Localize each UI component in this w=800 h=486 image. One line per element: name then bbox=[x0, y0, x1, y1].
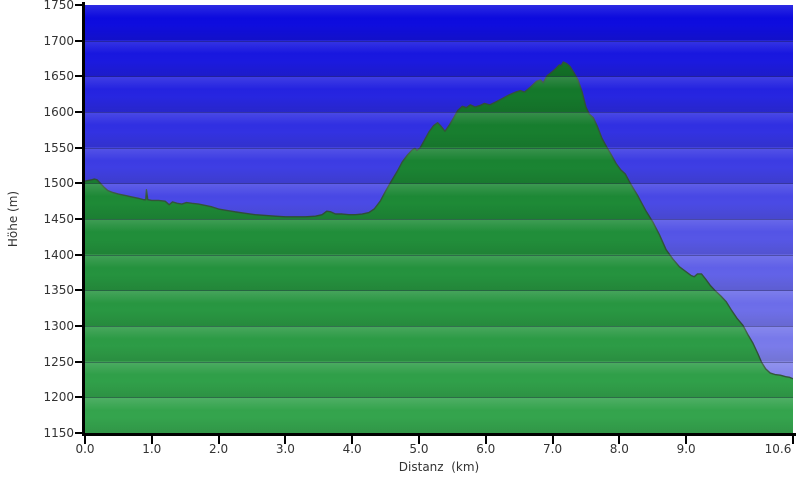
y-tick-label: 1250 bbox=[43, 354, 74, 369]
x-tick bbox=[217, 436, 220, 444]
terrain-outline bbox=[85, 61, 793, 380]
y-tick-label: 1750 bbox=[43, 0, 74, 12]
x-tick bbox=[618, 436, 621, 444]
y-tick bbox=[75, 4, 83, 6]
x-tick bbox=[351, 436, 354, 444]
x-tick-label: 7.0 bbox=[543, 442, 563, 456]
x-tick bbox=[417, 436, 420, 444]
y-tick-label: 1650 bbox=[43, 69, 74, 84]
x-tick-label: 0.0 bbox=[75, 442, 95, 456]
x-tick bbox=[150, 436, 153, 444]
x-tick-label: 8.0 bbox=[609, 442, 629, 456]
y-tick bbox=[75, 360, 83, 363]
y-tick bbox=[75, 218, 83, 220]
y-tick bbox=[75, 111, 83, 113]
x-axis-line bbox=[82, 433, 796, 436]
y-tick-label: 1600 bbox=[43, 105, 74, 119]
y-tick bbox=[75, 75, 83, 78]
x-tick-label: 5.0 bbox=[409, 442, 429, 456]
y-tick bbox=[75, 253, 83, 256]
x-tick-label: 3.0 bbox=[275, 442, 295, 456]
x-tick bbox=[551, 436, 554, 444]
x-tick bbox=[792, 436, 794, 444]
y-tick-label: 1400 bbox=[43, 247, 74, 262]
x-tick bbox=[685, 436, 688, 444]
x-tick-label: 1.0 bbox=[142, 442, 162, 456]
y-tick bbox=[75, 39, 83, 42]
x-tick-label: 6.0 bbox=[476, 442, 496, 456]
elevation-profile-svg bbox=[85, 5, 793, 433]
x-axis-title: Distanz (km) bbox=[398, 460, 480, 474]
y-tick bbox=[75, 396, 83, 399]
x-tick-label: 2.0 bbox=[209, 442, 229, 456]
y-tick-label: 1150 bbox=[43, 426, 74, 440]
y-tick bbox=[75, 325, 83, 327]
y-tick-label: 1500 bbox=[43, 176, 74, 191]
x-tick-label: 9.0 bbox=[676, 442, 696, 456]
y-tick-label: 1700 bbox=[43, 33, 74, 48]
plot-area bbox=[85, 5, 793, 433]
y-axis-line bbox=[82, 2, 85, 436]
y-tick-label: 1550 bbox=[43, 140, 74, 155]
y-tick-label: 1450 bbox=[43, 212, 74, 226]
x-tick-label: 10.6 bbox=[764, 442, 792, 456]
x-tick bbox=[284, 436, 287, 444]
y-tick bbox=[75, 182, 83, 185]
y-tick bbox=[75, 146, 83, 149]
x-tick bbox=[484, 436, 487, 444]
y-tick-label: 1300 bbox=[43, 319, 74, 333]
y-tick-label: 1200 bbox=[43, 390, 74, 405]
terrain-fill bbox=[85, 62, 793, 433]
y-tick-label: 1350 bbox=[43, 283, 74, 298]
x-tick-label: 4.0 bbox=[342, 442, 362, 456]
y-tick bbox=[75, 432, 83, 434]
y-tick bbox=[75, 289, 83, 292]
x-tick bbox=[84, 436, 86, 444]
